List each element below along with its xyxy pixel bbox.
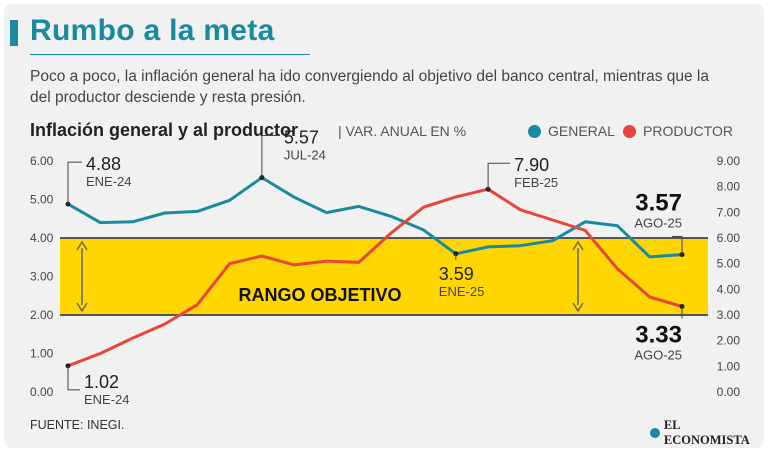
band-arrow-up-icon-1 <box>572 240 584 251</box>
annotation-leader-gen_end <box>672 236 683 255</box>
annotation-leader-gen_start <box>67 161 82 205</box>
legend-general-label: GENERAL <box>548 123 615 139</box>
series-line-productor <box>67 187 683 368</box>
y-left-tick: 5.00 <box>30 193 54 207</box>
y-right-tick: 4.00 <box>717 282 741 296</box>
annotation-value-gen_start: 4.88 <box>86 154 121 174</box>
page-subtitle: Poco a poco, la inflación general ha ido… <box>30 68 709 106</box>
source-note: FUENTE: INEGI. <box>30 418 125 432</box>
annotation-date-prod_end: AGO-25 <box>634 348 682 363</box>
legend-productor-dot-icon <box>623 124 636 138</box>
y-left-tick: 4.00 <box>30 231 54 245</box>
annotation-value-gen_end: 3.57 <box>635 190 682 217</box>
annotation-leader-prod_start <box>67 365 80 391</box>
y-right-tick: 5.00 <box>717 257 741 271</box>
annotation-value-gen_peak: 5.57 <box>284 128 319 148</box>
annotation-date-prod_start: ENE-24 <box>84 392 130 407</box>
y-right-tick: 3.00 <box>717 308 741 322</box>
annotation-date-gen_low: ENE-25 <box>439 284 485 299</box>
y-right-tick: 8.00 <box>717 180 741 194</box>
legend-general: GENERAL <box>528 123 615 139</box>
y-left-tick: 6.00 <box>30 154 54 168</box>
series-line-general <box>67 176 683 259</box>
brand-name: EL ECONOMISTA <box>663 418 750 447</box>
annotation-date-gen_peak: JUL-24 <box>284 148 326 163</box>
page-title: Rumbo a la meta <box>30 14 275 47</box>
annotation-leader-gen_peak <box>261 135 280 178</box>
y-right-tick: 7.00 <box>717 205 741 219</box>
annotation-date-gen_end: AGO-25 <box>634 216 682 231</box>
annotation-date-gen_start: ENE-24 <box>86 174 132 189</box>
y-left-tick: 1.00 <box>30 347 54 361</box>
legend-productor-label: PRODUCTOR <box>643 123 733 139</box>
y-right-tick: 1.00 <box>717 359 741 373</box>
target-band-label: RANGO OBJETIVO <box>238 285 401 305</box>
y-left-tick: 2.00 <box>30 308 54 322</box>
legend-productor: PRODUCTOR <box>623 123 733 139</box>
y-right-tick: 2.00 <box>717 334 741 348</box>
annotation-date-prod_peak: FEB-25 <box>514 175 558 190</box>
band-arrow-down-icon-1 <box>572 302 584 313</box>
annotation-leader-prod_peak <box>487 162 511 190</box>
y-right-tick: 0.00 <box>717 385 741 399</box>
y-right-tick: 9.00 <box>717 154 741 168</box>
legend-general-dot-icon <box>528 124 541 138</box>
target-band <box>60 238 708 315</box>
band-arrow-up-icon-0 <box>76 240 88 251</box>
annotation-value-prod_end: 3.33 <box>635 322 682 349</box>
title-underline <box>30 54 310 55</box>
chart-unit: | VAR. ANUAL EN % <box>338 123 467 139</box>
title-accent-bar <box>10 20 18 46</box>
chart-card <box>4 4 764 448</box>
annotation-value-gen_low: 3.59 <box>439 264 474 284</box>
annotation-value-prod_start: 1.02 <box>84 372 119 392</box>
brand-globe-icon <box>650 428 660 438</box>
annotation-value-prod_peak: 7.90 <box>514 155 549 175</box>
y-left-tick: 3.00 <box>30 270 54 284</box>
chart-title: Inflación general y al productor <box>30 120 299 140</box>
brand-logo: EL ECONOMISTA <box>650 418 768 448</box>
band-arrow-down-icon-0 <box>76 302 88 313</box>
y-right-tick: 6.00 <box>717 231 741 245</box>
y-left-tick: 0.00 <box>30 385 54 399</box>
